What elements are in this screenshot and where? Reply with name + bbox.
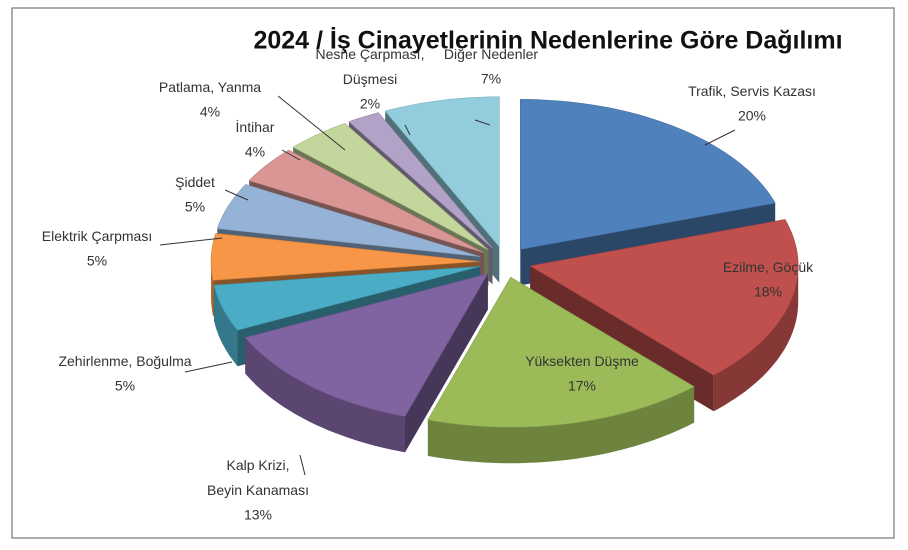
slice-top: [348, 112, 493, 249]
slice-top: [210, 233, 480, 281]
label-line: Trafik, Servis Kazası: [688, 83, 816, 99]
label-line: Düşmesi: [343, 71, 397, 87]
value-label: 5%: [115, 378, 135, 394]
slice: [244, 273, 489, 453]
leader-line: [184, 361, 233, 373]
data-label: Şiddet: [175, 174, 215, 190]
leader-line: [281, 149, 301, 161]
slice-top: [216, 184, 481, 257]
data-label: Trafik, Servis Kazası: [688, 83, 816, 99]
slice-wall: [214, 285, 238, 367]
data-label: Yüksekten Düşme: [525, 353, 639, 369]
label-line: Ezilme, Göçük: [723, 259, 814, 275]
value-label: 18%: [754, 284, 782, 300]
slice-top: [244, 273, 489, 417]
leader-line: [224, 189, 249, 201]
leader-line: [704, 129, 736, 146]
label-line: Elektrik Çarpması: [42, 228, 152, 244]
value-label: 20%: [738, 108, 766, 124]
leader-line: [404, 124, 411, 136]
label-line: Kalp Krizi,: [226, 457, 289, 473]
label-line: Diğer Nedenler: [444, 46, 538, 62]
label-line: Nesne Çarpması,: [316, 46, 425, 62]
data-label: Zehirlenme, Boğulma: [58, 353, 191, 369]
slice-top: [213, 266, 481, 331]
slice: [427, 276, 695, 464]
label-line: Zehirlenme, Boğulma: [58, 353, 191, 369]
slice-wall: [245, 337, 405, 453]
data-label: Nesne Çarpması, Düşmesi: [316, 46, 425, 87]
value-label: 4%: [245, 144, 265, 160]
label-line: Şiddet: [175, 174, 215, 190]
slice-top: [529, 219, 799, 376]
label-line: Beyin Kanaması: [207, 482, 309, 498]
value-label: 13%: [244, 507, 272, 523]
leader-line: [277, 95, 346, 151]
leader-line: [159, 237, 223, 246]
data-label: Elektrik Çarpması: [42, 228, 152, 244]
slice-top: [248, 149, 485, 254]
slice-wall: [211, 261, 214, 317]
slice-top: [427, 276, 695, 428]
data-label: Ezilme, Göçük: [723, 259, 814, 275]
value-label: 5%: [185, 199, 205, 215]
data-label: Kalp Krizi, Beyin Kanaması: [207, 457, 309, 498]
data-label: Patlama, Yanma: [159, 79, 261, 95]
value-label: 17%: [568, 378, 596, 394]
data-label: Diğer Nedenler: [444, 46, 538, 62]
label-line: İntihar: [236, 118, 275, 135]
value-label: 5%: [87, 253, 107, 269]
label-line: Yüksekten Düşme: [525, 353, 639, 369]
slice-side: [405, 273, 488, 453]
slice-wall: [427, 386, 695, 464]
data-label: İntihar: [236, 118, 275, 135]
value-label: 7%: [481, 71, 501, 87]
slice-top: [384, 96, 500, 248]
leader-line: [474, 119, 491, 126]
label-line: Patlama, Yanma: [159, 79, 261, 95]
chart-title: 2024 / İş Cinayetlerinin Nedenlerine Gör…: [253, 27, 842, 55]
slice-top: [292, 122, 489, 251]
value-label: 2%: [360, 96, 380, 112]
slice-wall: [713, 265, 799, 412]
value-label: 4%: [200, 104, 220, 120]
slice-top: [520, 99, 776, 250]
leader-line: [299, 454, 306, 476]
